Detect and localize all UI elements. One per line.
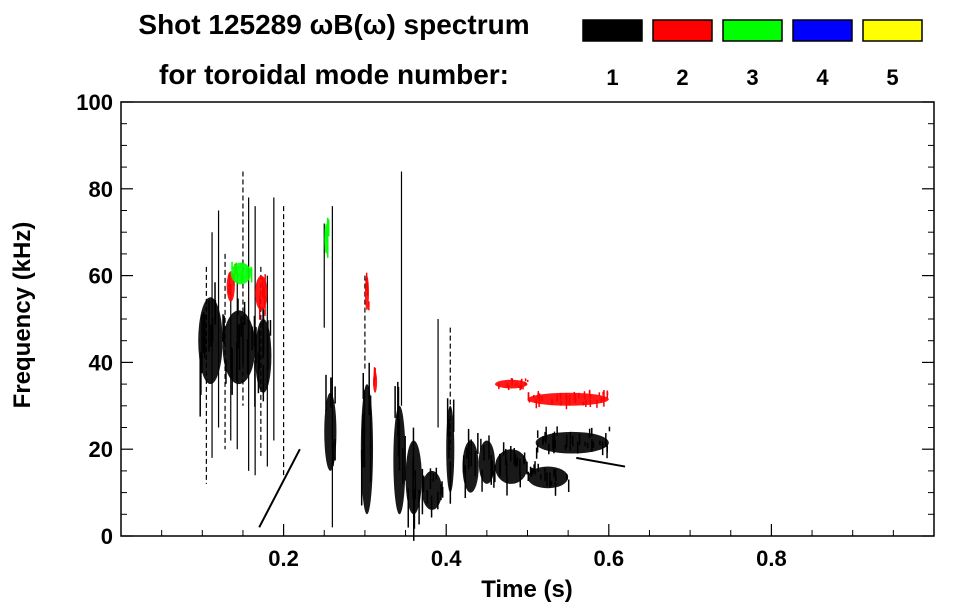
x-tick-label-0.2: 0.2 [268,546,299,571]
chart-title-line1: Shot 125289 ωB(ω) spectrum [138,9,529,40]
legend-label-5: 5 [886,65,898,90]
mode-1-region [527,461,570,496]
chart-title-line2: for toroidal mode number: [159,59,509,90]
x-axis-label: Time (s) [481,576,573,603]
x-axis: 0.2 0.4 0.6 0.8 [161,524,894,571]
mode-1-region [478,435,496,492]
mode-1-region [324,374,337,471]
mode-1-region [255,307,272,402]
y-tick-label-0: 0 [101,524,113,549]
legend-swatch-3 [722,19,783,42]
y-tick-label-20: 20 [89,437,113,462]
legend-swatch-2 [652,19,713,42]
legend-label-1: 1 [606,65,618,90]
mode-3-region [324,217,330,258]
legend-label-2: 2 [676,65,688,90]
mode-1-region [462,428,479,499]
y-tick-label-60: 60 [89,264,113,289]
x-tick-label-0.4: 0.4 [431,546,462,571]
mode-1-region [222,298,256,407]
x-tick-label-0.6: 0.6 [594,546,625,571]
mode-1-region [446,398,455,504]
y-tick-label-100: 100 [76,90,113,115]
mode-3-region [230,261,253,285]
mode-1-chirp [258,448,301,528]
mode-1-region [198,282,224,417]
y-axis: 0 20 40 60 80 100 [76,90,934,549]
mode-1-region [360,362,374,515]
legend-swatch-1 [582,19,643,42]
y-axis-label: Frequency (kHz) [9,222,36,409]
legend: 1 2 3 4 5 [582,19,923,90]
x-tick-label-0.8: 0.8 [756,546,787,571]
mode-2-region [364,272,370,311]
mode-1-region [494,442,528,496]
y-tick-label-80: 80 [89,177,113,202]
mode-2-region [255,274,268,320]
legend-swatch-4 [792,19,853,42]
legend-label-4: 4 [816,65,829,90]
mode-1-region [393,381,406,515]
mode-1-chirp [576,456,626,468]
mode-2-region [494,378,529,391]
data-layer [198,171,626,541]
mode-2-region [527,389,609,410]
legend-label-3: 3 [746,65,758,90]
mode-1-region [421,467,444,518]
mode-1-region [535,426,611,459]
legend-swatch-5 [862,19,923,42]
mode-1-region [405,427,424,541]
y-tick-label-40: 40 [89,350,113,375]
mode-2-region [373,367,378,393]
